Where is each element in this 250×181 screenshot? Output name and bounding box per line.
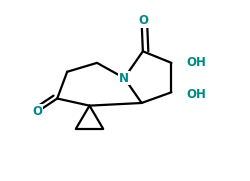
Text: O: O xyxy=(32,105,42,118)
Text: N: N xyxy=(119,71,129,85)
Text: O: O xyxy=(137,14,147,27)
Text: OH: OH xyxy=(186,56,205,69)
Text: OH: OH xyxy=(186,88,205,101)
